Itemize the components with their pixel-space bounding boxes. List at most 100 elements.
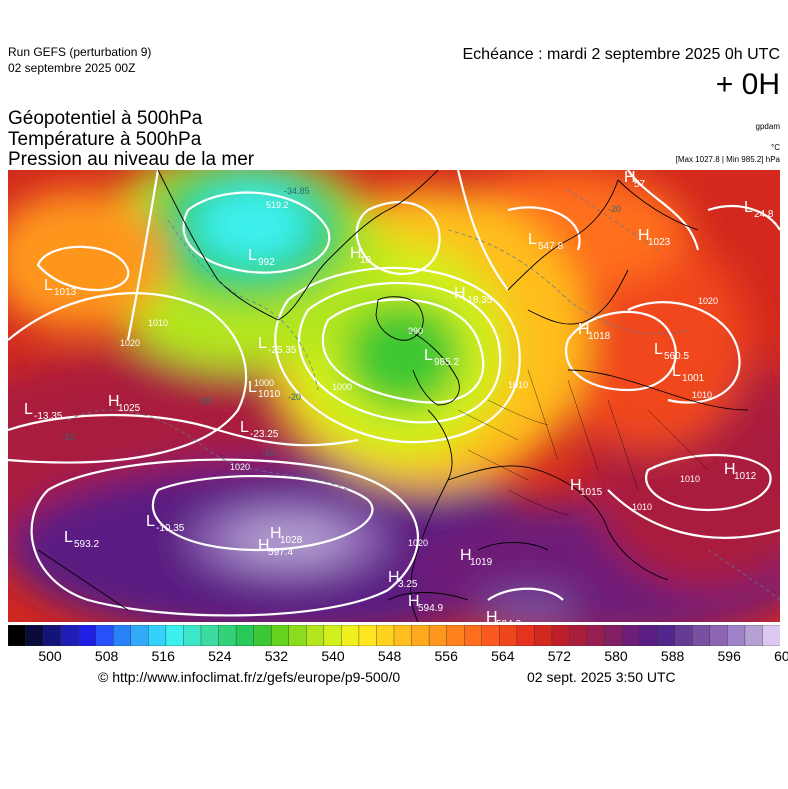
center-value: 992 — [258, 257, 275, 268]
center-value: -25.35 — [268, 345, 297, 356]
contour-value-label: 1010 — [148, 318, 168, 328]
low-letter: L — [744, 199, 753, 216]
contour-value-label: -10 — [62, 432, 75, 442]
contour-value-label: 1000 — [332, 382, 352, 392]
low-letter: L — [248, 379, 257, 396]
colorbar-cell — [463, 625, 483, 646]
colorbar-tick-label: 588 — [660, 648, 685, 664]
geopotential-field-shading — [8, 170, 780, 622]
colorbar-cell — [253, 625, 272, 646]
colorbar-cell — [727, 625, 746, 646]
colorbar-tick-label: 524 — [208, 648, 232, 664]
low-pressure-marker: L 547.8 — [528, 231, 563, 252]
contour-value-label: -10 — [262, 448, 275, 458]
colorbar-cell — [674, 625, 693, 646]
colorbar-cell — [341, 625, 360, 646]
contour-value-label: 1020 — [230, 462, 250, 472]
high-letter: H — [578, 321, 590, 338]
low-pressure-marker: L -13.35 — [24, 401, 63, 422]
contour-value-label: 1020 — [120, 338, 140, 348]
low-pressure-marker: L 992 — [248, 247, 275, 268]
contour-value-label: -10 — [198, 396, 211, 406]
center-value: 594.9 — [418, 603, 443, 614]
high-letter: H — [724, 461, 736, 478]
colorbar-cell — [25, 625, 44, 646]
colorbar-tick-label: 500 — [38, 648, 62, 664]
generation-timestamp: 02 sept. 2025 3:50 UTC — [527, 669, 676, 685]
colorbar-tick-label: 516 — [151, 648, 175, 664]
center-value: 1028 — [280, 535, 303, 546]
colorbar-cell — [130, 625, 149, 646]
center-value: 57 — [634, 179, 646, 190]
low-pressure-marker: L 560.5 — [654, 341, 689, 362]
colorbar-tick-label: 508 — [94, 648, 119, 664]
center-value: -23.25 — [250, 429, 279, 440]
colorbar-labels: 500 508 516 524 532 540 548 556 564 572 580 588 596 6… — [8, 648, 788, 668]
colorbar-cell — [428, 625, 448, 646]
center-value: -10.35 — [156, 523, 185, 534]
center-value: 1023 — [648, 237, 671, 248]
high-letter: H — [108, 393, 120, 410]
colorbar-cell — [411, 625, 430, 646]
low-letter: L — [248, 247, 257, 264]
colorbar-cell — [446, 625, 465, 646]
center-value: 594.2 — [496, 619, 521, 622]
low-pressure-marker: L 24.8 — [744, 199, 774, 220]
high-letter: H — [638, 227, 650, 244]
center-value: 24.8 — [754, 209, 774, 220]
high-letter: H — [454, 285, 466, 302]
low-pressure-marker: L 985.2 — [424, 347, 459, 368]
map-label-layer: H57H10H1023H1018H1025H1028H1015H1012H101… — [24, 170, 774, 622]
colorbar — [8, 625, 780, 646]
center-value: 10 — [360, 255, 372, 266]
colorbar-cell — [709, 625, 728, 646]
contour-value-label: -20 — [288, 392, 301, 402]
contour-value-label: -20 — [608, 204, 621, 214]
contour-value-label: 1000 — [254, 378, 274, 388]
center-value: 1001 — [682, 373, 705, 384]
center-value: 597.4 — [268, 547, 293, 558]
colorbar-cell — [481, 625, 500, 646]
colorbar-cell — [323, 625, 342, 646]
credit-url: © http://www.infoclimat.fr/z/gefs/europe… — [98, 669, 401, 685]
colorbar-cell — [639, 625, 658, 646]
high-pressure-marker: H-18.35 — [454, 285, 493, 306]
center-value: 1012 — [734, 471, 757, 482]
colorbar-cell — [288, 625, 307, 646]
colorbar-cell — [95, 625, 114, 646]
contour-value-label: 1010 — [632, 502, 652, 512]
high-letter: H — [486, 609, 498, 622]
weather-map: H 57 H 10 H 1023 H 1018 H 1025 H 1028 H 1015 H 1012 H 101… — [8, 170, 780, 622]
colorbar-cell — [744, 625, 764, 646]
center-value: 1019 — [470, 557, 493, 568]
low-pressure-marker: L 1013 — [44, 277, 77, 298]
low-pressure-marker: L 1001 — [672, 363, 705, 384]
high-letter: H — [460, 547, 472, 564]
colorbar-cell — [534, 625, 553, 646]
isotherms — [67, 189, 780, 601]
colorbar-cell — [692, 625, 711, 646]
colorbar-cell — [569, 625, 588, 646]
low-pressure-marker: L 1010 — [248, 379, 281, 400]
center-value: 1015 — [580, 487, 603, 498]
colorbar-tick-label: 540 — [321, 648, 345, 664]
center-value: 547.8 — [538, 241, 563, 252]
colorbar-tick-label: 580 — [604, 648, 628, 664]
unit-temperature: °C — [771, 143, 780, 152]
low-pressure-marker: L -25.35 — [258, 335, 297, 356]
center-value: 593.2 — [74, 539, 99, 550]
colorbar-cell — [499, 625, 518, 646]
colorbar-cell — [358, 625, 378, 646]
low-pressure-marker: L 593.2 — [64, 529, 99, 550]
colorbar-cell — [8, 625, 27, 646]
colorbar-tick-label: 604 — [774, 648, 788, 664]
contour-value-label: 519.2 — [266, 200, 289, 210]
high-letter: H — [258, 537, 270, 554]
colorbar-tick-label: 564 — [491, 648, 515, 664]
colorbar-cell — [551, 625, 571, 646]
low-pressure-marker: L -23.25 — [240, 419, 279, 440]
isobars — [8, 170, 780, 617]
